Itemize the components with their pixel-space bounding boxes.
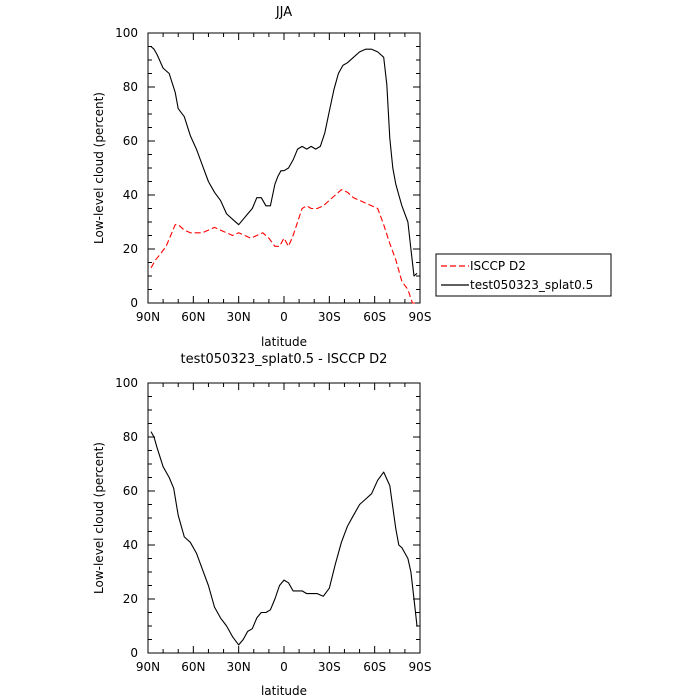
- y-tick-label: 80: [123, 80, 138, 94]
- y-tick-label: 0: [130, 646, 138, 660]
- y-tick-label: 80: [123, 430, 138, 444]
- x-tick-label: 30N: [227, 310, 251, 324]
- chart-title: test050323_splat0.5 - ISCCP D2: [181, 352, 388, 367]
- y-axis-label: Low-level cloud (percent): [92, 442, 106, 594]
- y-tick-label: 20: [123, 242, 138, 256]
- y-tick-label: 0: [130, 296, 138, 310]
- bottom-chart-panel: 0 20 40 60 80 100 90N 60N 30N 0 30S 60S 90S test05032…: [92, 352, 431, 698]
- chart-title: JJA: [275, 5, 292, 20]
- x-tick-label: 0: [280, 310, 288, 324]
- x-tick-label: 30S: [318, 310, 341, 324]
- y-tick-label: 40: [123, 538, 138, 552]
- top-chart-panel: 0 20 40 60 80 100 90N 60N 30N 0 30S 60S 90S JJA latitu…: [92, 5, 612, 349]
- plot-frame: [147, 32, 421, 304]
- x-tick-label: 60N: [181, 660, 205, 674]
- y-tick-label: 100: [115, 376, 138, 390]
- legend-entry: test050323_splat0.5: [470, 278, 593, 292]
- x-tick-label: 30N: [227, 660, 251, 674]
- series-line: [150, 431, 418, 646]
- x-tick-label: 90N: [136, 660, 160, 674]
- x-tick-label: 60N: [181, 310, 205, 324]
- x-tick-label: 0: [280, 660, 288, 674]
- x-tick-label: 60S: [363, 310, 386, 324]
- y-tick-label: 60: [123, 134, 138, 148]
- x-tick-label: 90N: [136, 310, 160, 324]
- y-tick-label: 20: [123, 592, 138, 606]
- plot-frame: [147, 382, 421, 654]
- y-tick-label: 60: [123, 484, 138, 498]
- series-line: [150, 189, 417, 304]
- series-line: [150, 46, 418, 277]
- y-tick-label: 40: [123, 188, 138, 202]
- legend-box: [435, 253, 612, 297]
- x-tick-label: 60S: [363, 660, 386, 674]
- y-axis-label: Low-level cloud (percent): [92, 92, 106, 244]
- y-tick-label: 100: [115, 26, 138, 40]
- legend-entry: ISCCP D2: [470, 259, 526, 273]
- x-tick-label: 90S: [409, 660, 432, 674]
- x-tick-label: 90S: [409, 310, 432, 324]
- x-axis-label: latitude: [261, 684, 307, 698]
- x-tick-label: 30S: [318, 660, 341, 674]
- x-axis-label: latitude: [261, 335, 307, 349]
